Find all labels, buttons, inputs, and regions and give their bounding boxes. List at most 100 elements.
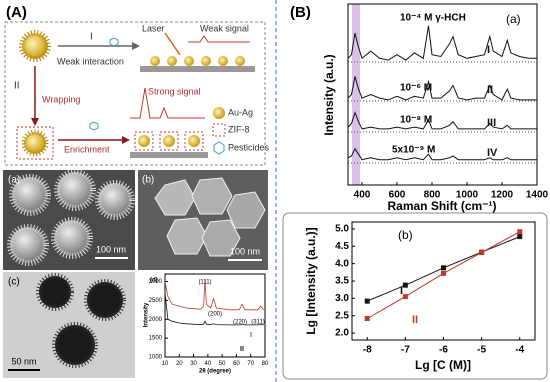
highlight-band	[352, 4, 360, 185]
y-tick-label: 3.0	[335, 293, 349, 304]
micrograph-label: (c)	[8, 277, 20, 288]
micrograph-label: (a)	[8, 175, 20, 186]
series-label: I	[400, 285, 403, 297]
y-tick-label: 1500	[149, 336, 163, 342]
y-tick-label: 5.0	[335, 224, 349, 235]
panel-label: (d)	[150, 278, 158, 284]
data-point	[441, 270, 446, 276]
schematic-text: Weak interaction	[57, 56, 124, 66]
y-tick-label: 4.5	[335, 241, 349, 252]
x-tick-label: -8	[363, 345, 372, 356]
data-point	[364, 315, 370, 321]
data-point	[441, 265, 446, 271]
x-tick-label: 1400	[526, 190, 549, 201]
step-label: II	[14, 81, 20, 92]
schematic-text: Weak signal	[200, 23, 249, 33]
x-tick-label: -4	[515, 345, 524, 356]
panel-label: (B)	[290, 4, 311, 21]
x-tick-label: -6	[439, 345, 448, 356]
series-line	[347, 147, 537, 161]
x-tick-label: -5	[477, 345, 486, 356]
annotation: 5x10⁻⁹ M	[392, 145, 435, 156]
x-tick-label: 1000	[456, 190, 479, 201]
panel-label: (b)	[398, 228, 413, 242]
x-tick-label: 600	[389, 190, 406, 201]
data-point	[402, 282, 408, 288]
x-tick-label: 400	[354, 190, 371, 201]
data-point	[364, 298, 370, 304]
schematic-text: Wrapping	[42, 94, 80, 104]
series-label: I	[487, 44, 490, 56]
y-tick-label: 2000	[149, 317, 163, 323]
panel-label: (a)	[506, 12, 521, 26]
series-line	[164, 292, 264, 326]
series-label: IV	[487, 147, 498, 159]
legend-text: Pesticides	[228, 142, 270, 152]
x-tick-label: 10	[162, 361, 169, 367]
series-line	[347, 25, 537, 61]
micrograph-label: (b)	[142, 175, 154, 186]
series-label: II	[412, 314, 418, 326]
x-tick-label: -7	[401, 345, 410, 356]
x-axis-label: Lg [C (M)]	[415, 358, 471, 372]
plot-frame	[351, 221, 536, 341]
x-axis-label: Raman Shift (cm⁻¹)	[387, 199, 496, 213]
micrograph: (c) 50 nm	[3, 272, 135, 378]
schematic-text: Laser	[142, 23, 165, 33]
baseline	[348, 61, 537, 164]
y-tick-label: 2500	[149, 298, 163, 304]
panel-label: (A)	[6, 4, 27, 21]
annotation: (200)	[208, 312, 222, 318]
y-tick-label: 2.5	[335, 310, 349, 321]
annotation: 10⁻⁴ M γ-HCH	[400, 13, 466, 24]
series-label: II	[487, 84, 493, 96]
data-point	[517, 234, 523, 240]
panel-frame	[282, 212, 548, 380]
legend-text: Au-Ag	[228, 107, 253, 117]
y-tick-label: 4.0	[335, 258, 349, 269]
micrograph: (a) 100 nm	[3, 169, 135, 270]
data-point	[402, 294, 408, 300]
legend-text: ZIF-8	[228, 124, 250, 134]
series-label: I	[250, 332, 252, 339]
annotation: 10⁻⁶ M	[400, 83, 432, 94]
plot-frame	[347, 3, 538, 186]
x-tick-label: 800	[424, 190, 441, 201]
y-tick-label: 3.5	[335, 276, 349, 287]
annotation: 10⁻⁸ M	[400, 115, 432, 126]
annotation: (220)	[233, 320, 247, 326]
x-tick-label: 30	[190, 361, 197, 367]
x-tick-label: 20	[176, 361, 183, 367]
x-axis-label: 2θ (degree)	[199, 369, 231, 375]
data-point	[517, 229, 523, 235]
schematic-text: Strong signal	[148, 86, 201, 96]
series-label: II	[240, 346, 244, 353]
series-line	[347, 76, 537, 101]
y-axis-label: Lg [Intensity (a.u.)]	[304, 227, 318, 334]
step-label: I	[90, 32, 93, 43]
schematic-text: Enrichment	[64, 144, 110, 154]
x-tick-label: 50	[219, 361, 226, 367]
y-tick-label: 2.0	[335, 328, 349, 339]
y-axis-label: Intensity	[144, 302, 150, 327]
plot-frame	[164, 273, 266, 358]
data-point	[479, 250, 485, 256]
x-tick-label: 1200	[491, 190, 514, 201]
series-line	[347, 111, 537, 130]
scale-bar-label: 50 nm	[11, 356, 36, 366]
series-line	[164, 279, 264, 311]
x-tick-label: 80	[262, 361, 269, 367]
annotation: (311)	[251, 320, 265, 326]
x-tick-label: 60	[233, 361, 240, 367]
annotation: (111)	[198, 280, 211, 286]
scale-bar-label: 100 nm	[96, 244, 126, 254]
y-tick-label: 3000	[149, 279, 163, 285]
series-label: III	[487, 117, 496, 129]
x-tick-label: 70	[247, 361, 254, 367]
scale-bar-label: 100 nm	[230, 246, 260, 256]
micrograph: (b) 100 nm	[138, 170, 268, 270]
schematic: I Weak interaction Laser Weak signal II …	[4, 21, 270, 166]
y-tick-label: 1000	[149, 355, 163, 361]
